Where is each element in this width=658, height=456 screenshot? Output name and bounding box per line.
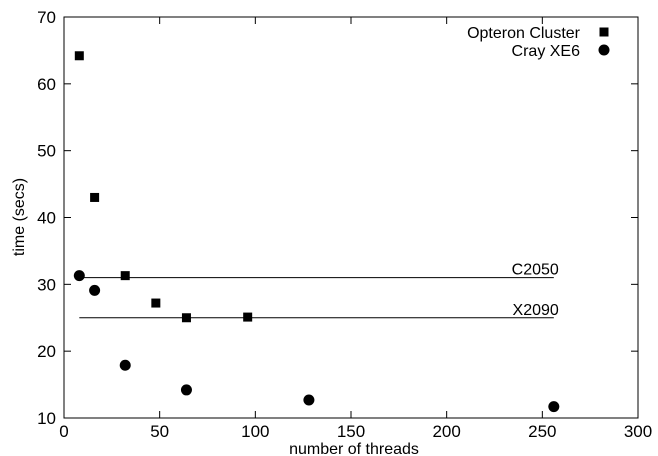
plot-frame <box>63 16 639 419</box>
data-point-opteron-cluster <box>74 51 84 61</box>
data-marks <box>73 51 560 413</box>
x-tick-label: 50 <box>150 422 169 441</box>
x-tick-label: 0 <box>59 422 68 441</box>
legend-marker <box>598 44 610 56</box>
y-tick-label: 30 <box>37 275 56 294</box>
y-tick-label: 10 <box>37 409 56 428</box>
axes: 0 50 100 150 200 250 300 10 20 30 40 50 60 70 <box>37 8 652 441</box>
y-tick-label: 50 <box>37 142 56 161</box>
data-point-opteron-cluster <box>120 271 130 281</box>
data-point-opteron-cluster <box>181 313 191 323</box>
reference-line-label: X2090 <box>513 302 559 319</box>
legend-label: Opteron Cluster <box>467 25 581 42</box>
data-point-opteron-cluster <box>151 298 161 308</box>
x-tick-label: 300 <box>624 422 652 441</box>
data-point-cray-xe6 <box>89 284 101 296</box>
reference-lines: C2050 X2090 <box>79 262 559 319</box>
y-tick-label: 60 <box>37 75 56 94</box>
x-axis-label: number of threads <box>289 441 419 456</box>
legend-marker <box>599 27 609 37</box>
data-point-cray-xe6 <box>119 359 131 371</box>
y-tick-label: 20 <box>37 342 56 361</box>
data-point-cray-xe6 <box>548 401 560 413</box>
x-tick-label: 250 <box>528 422 556 441</box>
data-point-opteron-cluster <box>243 312 253 322</box>
x-tick-label: 150 <box>337 422 365 441</box>
data-point-cray-xe6 <box>180 384 192 396</box>
data-point-cray-xe6 <box>303 394 315 406</box>
x-tick-label: 200 <box>432 422 460 441</box>
y-tick-label: 40 <box>37 209 56 228</box>
data-point-opteron-cluster <box>90 192 100 202</box>
legend-label: Cray XE6 <box>512 43 581 60</box>
y-axis-label: time (secs) <box>11 178 28 256</box>
reference-line-label: C2050 <box>512 262 559 279</box>
y-tick-label: 70 <box>37 8 56 27</box>
x-tick-label: 100 <box>241 422 269 441</box>
data-point-cray-xe6 <box>73 270 85 282</box>
